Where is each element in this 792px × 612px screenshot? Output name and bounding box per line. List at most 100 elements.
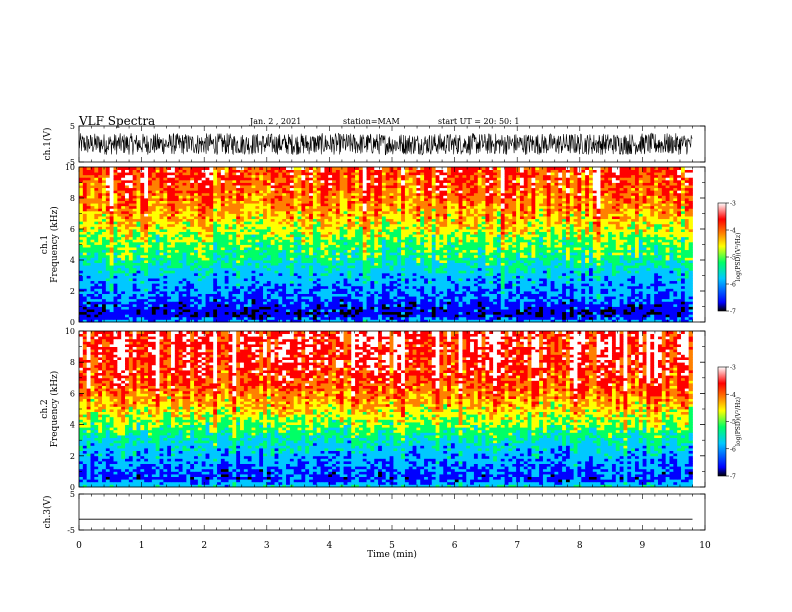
- spectrogram-cell: [681, 273, 685, 276]
- spectrogram-cell: [221, 301, 225, 304]
- spectrogram-cell: [202, 294, 206, 297]
- spectrogram-cell: [562, 276, 566, 279]
- spectrogram-cell: [459, 278, 463, 281]
- spectrogram-cell: [351, 304, 355, 307]
- spectrogram-cell: [186, 296, 190, 299]
- spectrogram-cell: [439, 299, 443, 302]
- spectrogram-cell: [313, 301, 317, 304]
- spectrogram-cell: [106, 304, 110, 307]
- spectrogram-cell: [420, 299, 424, 302]
- spectrogram-cell: [654, 268, 658, 271]
- spectrogram-cell: [179, 291, 183, 294]
- spectrogram-cell: [459, 301, 463, 304]
- spectrogram-cell: [416, 288, 420, 291]
- spectrogram-cell: [160, 270, 164, 273]
- spectrogram-cell: [240, 283, 244, 286]
- spectrogram-cell: [570, 312, 574, 315]
- spectrogram-cell: [367, 304, 371, 307]
- spectrogram-cell: [263, 268, 267, 271]
- spectrogram-cell: [275, 317, 279, 320]
- spectrogram-cell: [359, 314, 363, 317]
- spectrogram-cell: [179, 278, 183, 281]
- spectrogram-cell: [317, 294, 321, 297]
- spectrogram-cell: [451, 270, 455, 273]
- spectrogram-cell: [186, 268, 190, 271]
- spectrogram-cell: [512, 276, 516, 279]
- spectrogram-cell: [83, 317, 87, 320]
- spectrogram-cell: [447, 312, 451, 315]
- spectrogram-cell: [650, 307, 654, 310]
- spectrogram-cell: [390, 317, 394, 320]
- spectrogram-cell: [129, 314, 133, 317]
- spectrogram-cell: [121, 273, 125, 276]
- spectrogram-cell: [236, 268, 240, 271]
- spectrogram-cell: [390, 304, 394, 307]
- spectrogram-cell: [416, 299, 420, 302]
- spectrogram-cell: [462, 312, 466, 315]
- spectrogram-cell: [175, 281, 179, 284]
- spectrogram-cell: [485, 304, 489, 307]
- spectrogram-cell: [409, 309, 413, 312]
- spectrogram-cell: [505, 273, 509, 276]
- spectrogram-cell: [179, 288, 183, 291]
- spectrogram-cell: [278, 281, 282, 284]
- spectrogram-cell: [443, 288, 447, 291]
- spectrogram-cell: [137, 286, 141, 289]
- spectrogram-cell: [271, 276, 275, 279]
- spectrogram-cell: [635, 291, 639, 294]
- spectrogram-cell: [520, 304, 524, 307]
- spectrogram-cell: [666, 309, 670, 312]
- spectrogram-cell: [133, 299, 137, 302]
- spectrogram-cell: [232, 299, 236, 302]
- spectrogram-cell: [443, 312, 447, 315]
- spectrogram-cell: [309, 281, 313, 284]
- spectrogram-cell: [121, 317, 125, 320]
- spectrogram-cell: [244, 270, 248, 273]
- spectrogram-cell: [83, 281, 87, 284]
- spectrogram-cell: [581, 288, 585, 291]
- spectrogram-cell: [252, 296, 256, 299]
- spectrogram-cell: [547, 294, 551, 297]
- spectrogram-cell: [144, 312, 148, 315]
- spectrogram-cell: [627, 317, 631, 320]
- spectrogram-cell: [344, 273, 348, 276]
- spectrogram-cell: [551, 304, 555, 307]
- spectrogram-cell: [194, 268, 198, 271]
- spectrogram-cell: [600, 307, 604, 310]
- spectrogram-cell: [566, 296, 570, 299]
- spectrogram-cell: [194, 312, 198, 315]
- spectrogram-cell: [424, 268, 428, 271]
- spectrogram-cell: [405, 283, 409, 286]
- spectrogram-cell: [91, 299, 95, 302]
- spectrogram-cell: [79, 312, 83, 315]
- spectrogram-cell: [313, 288, 317, 291]
- spectrogram-cell: [654, 281, 658, 284]
- spectrogram-cell: [409, 314, 413, 317]
- spectrogram-cell: [129, 312, 133, 315]
- spectrogram-cell: [217, 314, 221, 317]
- spectrogram-cell: [428, 270, 432, 273]
- spectrogram-cell: [593, 312, 597, 315]
- spectrogram-cell: [459, 307, 463, 310]
- spectrogram-cell: [554, 312, 558, 315]
- spectrogram-cell: [340, 317, 344, 320]
- spectrogram-cell: [298, 299, 302, 302]
- spectrogram-cell: [646, 283, 650, 286]
- spectrogram-cell: [309, 288, 313, 291]
- spectrogram-cell: [543, 278, 547, 281]
- spectrogram-cell: [175, 301, 179, 304]
- spectrogram-cell: [94, 283, 98, 286]
- spectrogram-cell: [367, 270, 371, 273]
- spectrogram-cell: [282, 304, 286, 307]
- spectrogram-cell: [447, 294, 451, 297]
- spectrogram-cell: [673, 276, 677, 279]
- spectrogram-cell: [666, 270, 670, 273]
- spectrogram-cell: [393, 281, 397, 284]
- spectrogram-cell: [94, 270, 98, 273]
- spectrogram-cell: [455, 283, 459, 286]
- spectrogram-cell: [593, 288, 597, 291]
- spectrogram-cell: [432, 301, 436, 304]
- spectrogram-cell: [436, 314, 440, 317]
- spectrogram-cell: [558, 304, 562, 307]
- spectrogram-cell: [505, 270, 509, 273]
